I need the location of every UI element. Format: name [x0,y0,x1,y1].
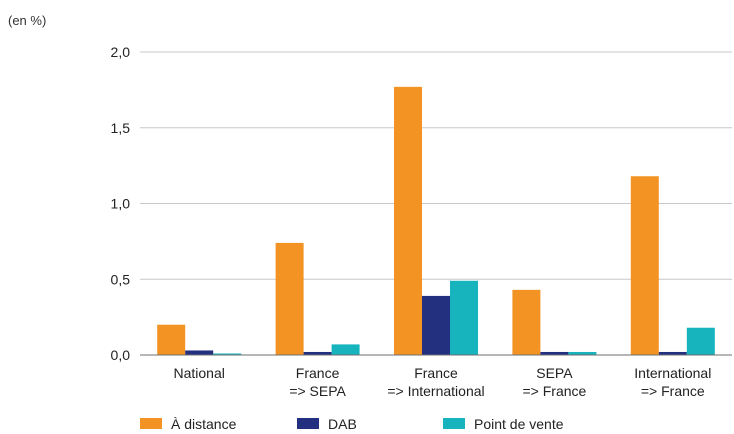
bar [450,280,478,355]
bar [185,350,214,355]
y-tick-label: 2,0 [111,44,131,60]
bar [157,324,186,355]
x-tick-label: => International [387,383,484,399]
x-tick-label: => France [522,383,586,399]
bar [540,351,569,355]
x-axis: National France => SEPA France => Internatio… [140,354,732,399]
x-tick-label: France [414,365,458,381]
bar [568,351,597,355]
y-tick-label: 0,5 [111,271,131,287]
legend-label: À distance [171,416,237,432]
y-axis: 0,0 0,5 1,0 1,5 2,0 [111,44,131,363]
bar [422,295,450,355]
y-tick-label: 1,0 [111,196,131,212]
bar [512,289,541,355]
x-tick-label: National [174,365,225,381]
x-tick-label: => France [641,383,705,399]
bar [275,242,304,355]
x-tick-label: SEPA [536,365,573,381]
legend-label: DAB [328,416,357,432]
bar [658,351,687,355]
legend-label: Point de vente [474,416,564,432]
x-tick-label: => SEPA [289,383,346,399]
legend-swatch [297,418,319,429]
bar [686,327,715,355]
bar [394,86,422,355]
unit-label: (en %) [8,13,47,28]
bar [331,344,360,355]
y-tick-label: 1,5 [111,120,131,136]
x-tick-label: France [296,365,340,381]
bar [303,351,332,355]
y-tick-label: 0,0 [111,347,131,363]
bar [630,176,659,355]
x-tick-label: International [634,365,711,381]
legend: À distance DAB Point de vente [140,416,564,432]
bars [157,86,715,355]
legend-swatch [140,418,162,429]
bar [213,353,242,355]
legend-swatch [443,418,465,429]
